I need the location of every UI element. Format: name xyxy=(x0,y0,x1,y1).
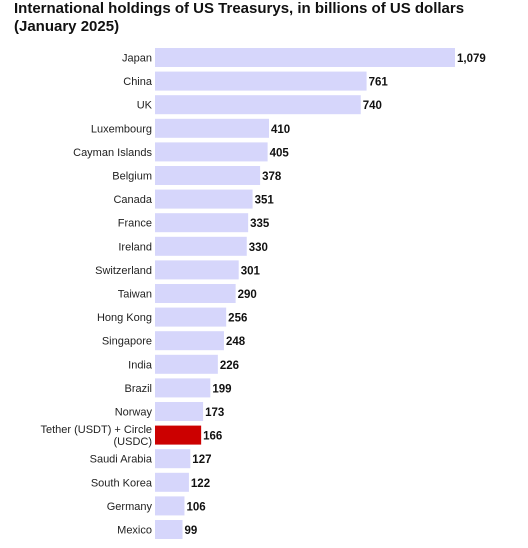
value-label: 351 xyxy=(255,195,275,207)
category-label: Japan xyxy=(122,53,152,65)
bar-france xyxy=(155,213,249,233)
category-label: France xyxy=(118,218,152,230)
category-label: Singapore xyxy=(102,336,152,348)
category-label: UK xyxy=(137,100,153,112)
bar-germany xyxy=(155,496,185,516)
bar-norway xyxy=(155,402,204,421)
category-label: Saudi Arabia xyxy=(90,454,153,466)
value-label: 378 xyxy=(262,171,282,183)
bar-ireland xyxy=(155,236,247,256)
bar-hong-kong xyxy=(155,307,227,327)
title-line-2: (January 2025) xyxy=(14,18,120,35)
bar-south-korea xyxy=(155,472,189,492)
title-line-1: International holdings of US Treasurys, … xyxy=(14,0,465,17)
category-label: Switzerland xyxy=(95,265,152,277)
category-label: Norway xyxy=(115,407,153,419)
category-label: Brazil xyxy=(124,383,152,395)
value-label: 99 xyxy=(185,525,198,537)
category-label: Taiwan xyxy=(118,289,152,301)
category-label: Belgium xyxy=(112,171,152,183)
value-label: 740 xyxy=(363,100,382,112)
value-label: 173 xyxy=(205,407,224,419)
category-label: Mexico xyxy=(117,525,152,537)
bar-singapore xyxy=(155,331,224,351)
bar-china xyxy=(155,71,367,91)
bar-belgium xyxy=(155,166,261,185)
category-label: Canada xyxy=(113,194,152,206)
value-label: 199 xyxy=(212,383,231,395)
value-label: 256 xyxy=(228,313,247,325)
value-label: 405 xyxy=(270,147,290,159)
bar-canada xyxy=(155,189,253,209)
value-label: 410 xyxy=(271,124,290,136)
value-label: 166 xyxy=(203,431,222,443)
bar-mexico xyxy=(155,520,183,539)
bar-cayman-islands xyxy=(155,142,268,162)
category-label: Germany xyxy=(107,501,153,513)
bar-japan xyxy=(155,48,455,67)
category-label: Luxembourg xyxy=(91,123,152,135)
category-label: South Korea xyxy=(91,477,153,489)
bar-uk xyxy=(155,95,361,115)
value-label: 330 xyxy=(249,242,268,254)
bar-luxembourg xyxy=(155,118,269,138)
value-label: 335 xyxy=(250,218,270,230)
value-label: 127 xyxy=(192,454,211,466)
chart-title: International holdings of US Treasurys, … xyxy=(14,0,514,36)
bar-india xyxy=(155,354,218,374)
value-label: 301 xyxy=(241,265,261,277)
value-label: 226 xyxy=(220,360,239,372)
category-label: China xyxy=(123,76,153,88)
bar-tether-usdt-circle-usdc xyxy=(155,425,202,445)
bar-brazil xyxy=(155,378,211,398)
bar-saudi-arabia xyxy=(155,449,191,469)
category-label: Hong Kong xyxy=(97,312,152,324)
category-label: Ireland xyxy=(118,241,152,253)
value-label: 290 xyxy=(238,289,257,301)
category-label: Tether (USDT) + Circle (USDC) xyxy=(40,424,152,448)
value-label: 761 xyxy=(369,77,389,89)
value-label: 122 xyxy=(191,478,210,490)
value-label: 1,079 xyxy=(457,53,486,65)
value-label: 106 xyxy=(186,501,205,513)
category-label: India xyxy=(128,359,153,371)
bar-switzerland xyxy=(155,260,239,280)
bar-taiwan xyxy=(155,284,236,303)
value-label: 248 xyxy=(226,336,246,348)
category-label: Cayman Islands xyxy=(73,147,152,159)
